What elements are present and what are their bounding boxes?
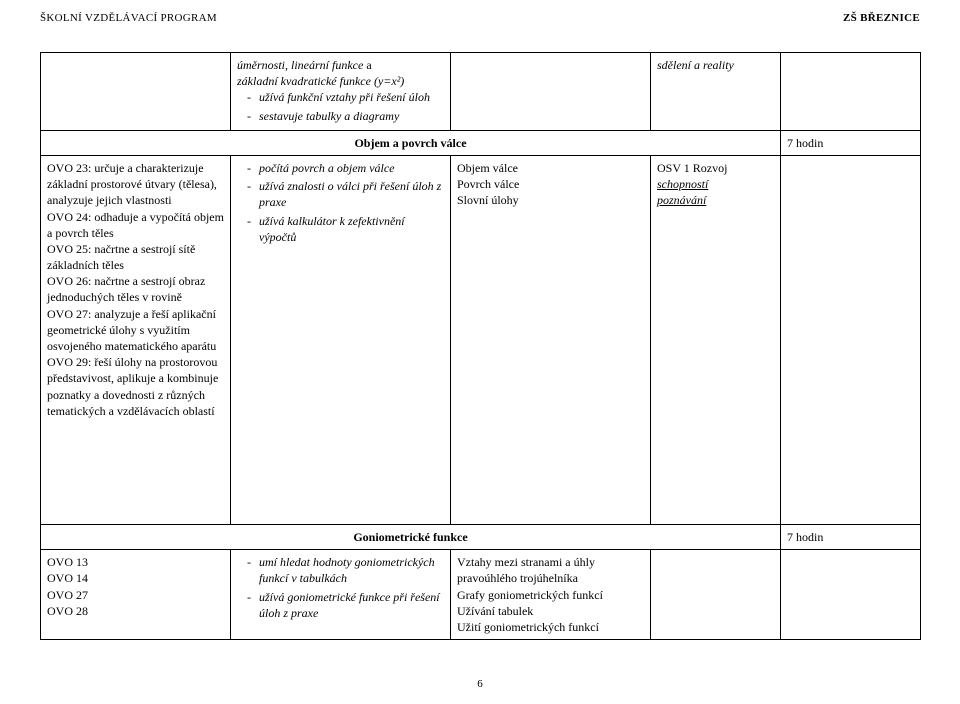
cell-cross: OSV 1 Rozvoj schopností poznávání [651, 155, 781, 524]
cell-empty [781, 550, 921, 640]
section-title: Goniometrické funkce [41, 524, 781, 549]
osv-line3: poznávání [657, 192, 774, 208]
outcome-list: počítá povrch a objem válce užívá znalos… [237, 160, 444, 245]
list-item: počítá povrch a objem válce [237, 160, 444, 176]
cell-note: sdělení a reality [651, 53, 781, 131]
list-item: užívá funkční vztahy při řešení úloh [237, 89, 444, 105]
osv-line1: OSV 1 Rozvoj [657, 160, 774, 176]
cell-content: Objem válce Povrch válce Slovní úlohy [451, 155, 651, 524]
table-row: OVO 13 OVO 14 OVO 27 OVO 28 umí hledat h… [41, 550, 921, 640]
curriculum-table: úměrnosti, lineární funkce a základní kv… [40, 52, 921, 640]
section-hours: 7 hodin [781, 130, 921, 155]
cell-outcomes: počítá povrch a objem válce užívá znalos… [231, 155, 451, 524]
cell-content: Vztahy mezi stranami a úhly pravoúhlého … [451, 550, 651, 640]
outcome-list: umí hledat hodnoty goniometrických funkc… [237, 554, 444, 621]
section-title: Objem a povrch válce [41, 130, 781, 155]
list-item: umí hledat hodnoty goniometrických funkc… [237, 554, 444, 586]
table-row: OVO 23: určuje a charakterizuje základní… [41, 155, 921, 524]
cell-empty [651, 550, 781, 640]
cell-empty [781, 155, 921, 524]
osv-line2: schopností [657, 176, 774, 192]
cell-empty [781, 53, 921, 131]
header-left: ŠKOLNÍ VZDĚLÁVACÍ PROGRAM [40, 12, 217, 24]
lead-tail: a [363, 58, 371, 72]
list-item: užívá goniometrické funkce při řešení úl… [237, 589, 444, 621]
section-row: Goniometrické funkce 7 hodin [41, 524, 921, 549]
list-item: sestavuje tabulky a diagramy [237, 108, 444, 124]
outcome-list: užívá funkční vztahy při řešení úloh ses… [237, 89, 444, 123]
page-number: 6 [0, 678, 960, 690]
cell-outcomes: úměrnosti, lineární funkce a základní kv… [231, 53, 451, 131]
list-item: užívá kalkulátor k zefektivnění výpočtů [237, 213, 444, 245]
lead-line2: základní kvadratické funkce (y=x²) [237, 73, 444, 89]
list-item: užívá znalosti o válci při řešení úloh z… [237, 178, 444, 210]
cell-ovo: OVO 23: určuje a charakterizuje základní… [41, 155, 231, 524]
section-hours: 7 hodin [781, 524, 921, 549]
cell-empty [451, 53, 651, 131]
header-right: ZŠ BŘEZNICE [843, 12, 920, 24]
lead-italic: úměrnosti, lineární funkce [237, 58, 363, 72]
table-row: úměrnosti, lineární funkce a základní kv… [41, 53, 921, 131]
section-row: Objem a povrch válce 7 hodin [41, 130, 921, 155]
cell-outcomes: umí hledat hodnoty goniometrických funkc… [231, 550, 451, 640]
cell-ovo: OVO 13 OVO 14 OVO 27 OVO 28 [41, 550, 231, 640]
cell-empty [41, 53, 231, 131]
